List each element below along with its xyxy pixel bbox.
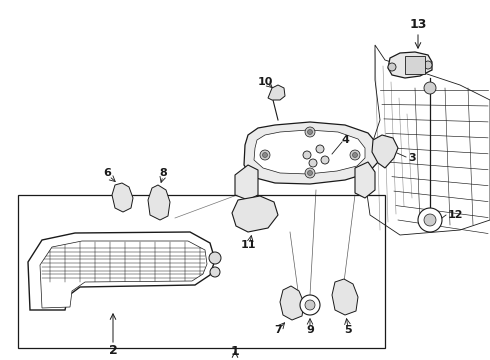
Polygon shape: [268, 85, 285, 100]
Polygon shape: [332, 279, 358, 315]
Circle shape: [316, 145, 324, 153]
Circle shape: [305, 127, 315, 137]
Text: 6: 6: [103, 168, 111, 178]
Circle shape: [424, 82, 436, 94]
Circle shape: [260, 150, 270, 160]
Polygon shape: [244, 122, 378, 184]
Circle shape: [308, 130, 313, 135]
Polygon shape: [372, 135, 398, 168]
Text: 8: 8: [159, 168, 167, 178]
Circle shape: [209, 252, 221, 264]
Polygon shape: [355, 162, 375, 198]
Circle shape: [305, 300, 315, 310]
Polygon shape: [365, 45, 490, 235]
Text: 7: 7: [274, 325, 282, 335]
Polygon shape: [112, 183, 133, 212]
Text: 5: 5: [344, 325, 352, 335]
Text: 13: 13: [409, 18, 427, 31]
Bar: [405, 56, 425, 74]
Circle shape: [309, 159, 317, 167]
Circle shape: [305, 168, 315, 178]
Circle shape: [303, 151, 311, 159]
Circle shape: [263, 153, 268, 158]
Polygon shape: [232, 196, 278, 232]
Polygon shape: [40, 241, 207, 308]
Text: 3: 3: [408, 153, 416, 163]
Circle shape: [388, 63, 396, 71]
Text: 4: 4: [341, 135, 349, 145]
Circle shape: [424, 214, 436, 226]
Text: 1: 1: [231, 345, 240, 358]
Polygon shape: [148, 185, 170, 220]
Text: 9: 9: [306, 325, 314, 335]
Text: 12: 12: [448, 210, 464, 220]
Circle shape: [418, 208, 442, 232]
Polygon shape: [235, 165, 258, 200]
Bar: [18, 195, 385, 348]
Text: 2: 2: [109, 343, 118, 356]
Polygon shape: [28, 232, 215, 310]
Circle shape: [308, 171, 313, 175]
Polygon shape: [280, 286, 304, 320]
Circle shape: [424, 61, 432, 69]
Circle shape: [350, 150, 360, 160]
Circle shape: [300, 295, 320, 315]
Circle shape: [321, 156, 329, 164]
Text: 11: 11: [240, 240, 256, 250]
Text: 10: 10: [257, 77, 273, 87]
Circle shape: [210, 267, 220, 277]
Polygon shape: [254, 130, 365, 174]
Polygon shape: [388, 52, 432, 78]
Circle shape: [352, 153, 358, 158]
